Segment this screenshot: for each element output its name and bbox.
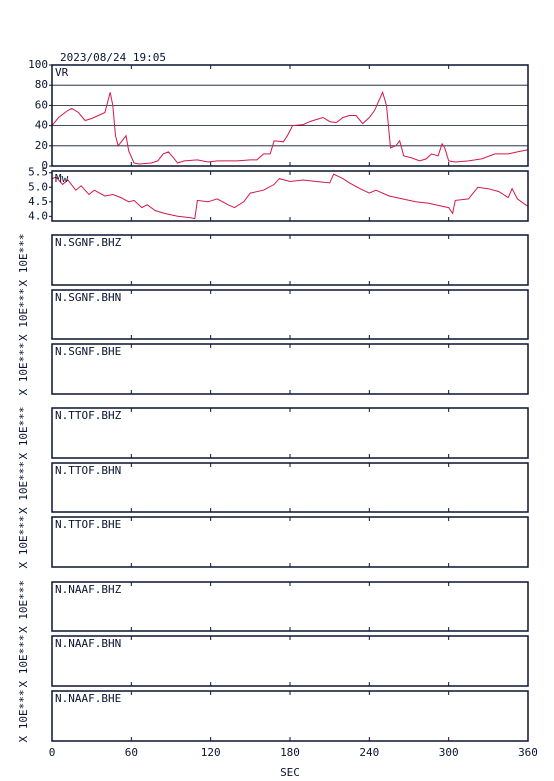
y-tick-label: 5.0 — [28, 180, 48, 193]
x-tick-label: 60 — [125, 746, 138, 759]
panel-title: N.TTOF.BHZ — [55, 409, 122, 422]
data-line — [51, 173, 529, 220]
y-tick-label: 4.0 — [28, 209, 48, 222]
scale-label: X 10E*** — [17, 288, 30, 341]
panel-frame — [51, 516, 529, 568]
x-tick-label: 360 — [518, 746, 538, 759]
y-tick-label: 0 — [41, 159, 48, 172]
panel-title: N.NAAF.BHE — [55, 692, 121, 705]
panel-title: Mw — [55, 172, 69, 185]
x-tick-label: 0 — [49, 746, 56, 759]
scale-label: X 10E*** — [17, 343, 30, 396]
panel-frame — [51, 462, 529, 513]
panel-frame — [51, 289, 529, 340]
x-tick-label: 240 — [359, 746, 379, 759]
panel-title: N.SGNF.BHN — [55, 291, 121, 304]
scale-label: X 10E*** — [17, 461, 30, 514]
y-tick-label: 100 — [28, 58, 48, 71]
panel-title: VR — [55, 66, 69, 79]
x-tick-label: 300 — [439, 746, 459, 759]
scale-label: X 10E*** — [17, 690, 30, 743]
scale-label: X 10E*** — [17, 635, 30, 688]
scale-label: X 10E*** — [17, 234, 30, 287]
y-tick-label: 80 — [35, 78, 48, 91]
scale-label: X 10E*** — [17, 580, 30, 633]
panel-frame — [51, 234, 529, 286]
y-tick-label: 4.5 — [28, 195, 48, 208]
y-tick-label: 40 — [35, 119, 48, 132]
panel-frame — [51, 690, 529, 742]
panel-frame — [51, 64, 529, 167]
panel-title: N.SGNF.BHE — [55, 345, 121, 358]
y-tick-label: 5.5 — [28, 166, 48, 179]
y-tick-label: 20 — [35, 139, 48, 152]
x-axis-label: SEC — [280, 766, 300, 779]
scale-label: X 10E*** — [17, 407, 30, 460]
data-line — [51, 90, 529, 165]
panel-frame — [51, 581, 529, 632]
panel-frame — [51, 343, 529, 395]
panel-frame — [51, 407, 529, 459]
panel-frame — [51, 635, 529, 687]
panel-frame — [51, 170, 529, 222]
x-tick-label: 180 — [280, 746, 300, 759]
x-tick-label: 120 — [201, 746, 221, 759]
scale-label: X 10E*** — [17, 516, 30, 569]
panel-title: N.NAAF.BHZ — [55, 583, 122, 596]
y-tick-label: 60 — [35, 98, 48, 111]
timestamp: 2023/08/24 19:05 — [60, 51, 166, 64]
panel-title: N.TTOF.BHN — [55, 464, 121, 477]
panel-title: N.TTOF.BHE — [55, 518, 121, 531]
panel-title: N.SGNF.BHZ — [55, 236, 122, 249]
panel-title: N.NAAF.BHN — [55, 637, 121, 650]
